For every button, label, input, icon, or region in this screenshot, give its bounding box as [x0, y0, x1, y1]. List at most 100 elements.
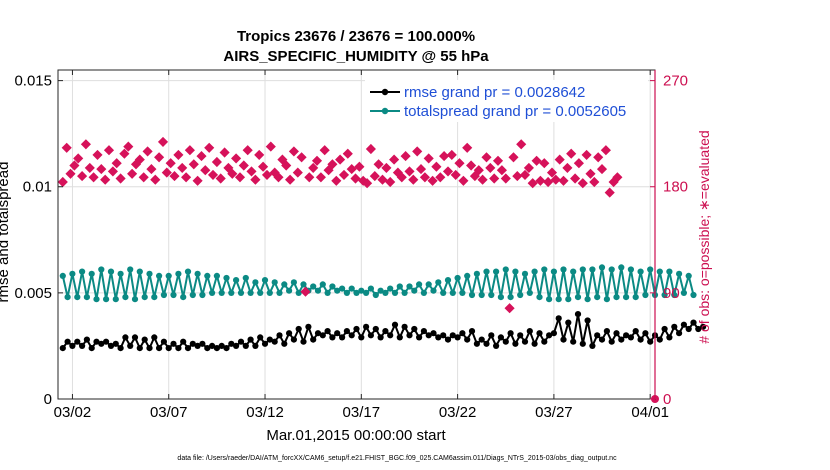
rmse-point: [459, 330, 466, 337]
obs-evaluated-point: [446, 149, 457, 160]
rmse-point: [387, 332, 394, 339]
rmse-point: [151, 334, 158, 341]
rmse-point: [478, 336, 485, 343]
footer-data-file: data file: /Users/raeder/DAI/ATM_forcXX/…: [177, 455, 617, 462]
obs-evaluated-point: [281, 160, 292, 171]
rmse-point: [156, 345, 163, 352]
x-axis-label: Mar.01,2015 00:00:00 start: [266, 427, 446, 444]
obs-evaluated-point: [435, 172, 446, 183]
spread-point: [281, 281, 288, 288]
obs-evaluated-point: [415, 164, 427, 175]
obs-evaluated-point: [111, 158, 122, 169]
spread-point: [103, 296, 110, 303]
spread-point: [213, 272, 220, 279]
rmse-point: [83, 336, 90, 343]
rmse-point: [473, 340, 480, 347]
spread-point: [627, 266, 635, 273]
spread-point: [560, 266, 567, 273]
spread-point: [401, 289, 408, 296]
rmse-point: [382, 328, 389, 335]
spread-point: [661, 291, 668, 299]
obs-evaluated-point: [184, 145, 195, 156]
spread-point: [565, 296, 572, 303]
rmse-point: [170, 340, 177, 347]
x-tick-label: 03/12: [246, 404, 284, 421]
obs-evaluated-point: [354, 161, 365, 172]
spread-point: [334, 287, 341, 294]
y-axis-label: rmse and totalspread: [0, 162, 12, 303]
spread-point: [247, 289, 254, 296]
axes: 03/02 03/07 03/12 03/17 03/22 03/27 04/0100.00…: [14, 70, 688, 421]
obs-evaluated-point: [327, 159, 338, 170]
legend-spread-marker: [381, 107, 389, 115]
spread-point: [623, 294, 630, 301]
spread-point: [594, 294, 601, 301]
obs-evaluated-point: [400, 151, 411, 162]
rmse-point: [136, 345, 143, 352]
obs-evaluated-point: [496, 165, 507, 176]
spread-point: [314, 287, 322, 294]
rmse-point: [521, 338, 529, 345]
obs-evaluated-point: [543, 176, 554, 188]
spread-point: [339, 285, 346, 292]
spread-point: [574, 294, 582, 301]
obs-evaluated-point: [146, 164, 157, 175]
x-tick-label: 04/01: [631, 404, 669, 421]
rmse-point: [444, 336, 452, 343]
spread-point: [396, 283, 403, 290]
rmse-point: [493, 342, 500, 349]
obs-evaluated-point: [238, 160, 249, 171]
y-tick-label: 0.015: [14, 73, 52, 90]
spread-point: [160, 291, 167, 299]
spread-point: [435, 279, 442, 286]
rmse-point: [502, 338, 509, 345]
obs-evaluated-point: [458, 175, 469, 186]
spread-point: [324, 289, 331, 296]
obs-evaluated-point: [500, 173, 511, 184]
rmse-point: [603, 328, 611, 335]
spread-point: [300, 281, 307, 288]
rmse-point: [310, 336, 317, 343]
rmse-point: [671, 323, 678, 330]
obs-evaluated-point: [469, 171, 480, 182]
rmse-point: [594, 332, 601, 339]
spread-line: [61, 266, 695, 301]
rmse-point: [64, 338, 71, 345]
obs-evaluated-point: [177, 162, 188, 173]
y-tick-label: 0: [44, 391, 52, 408]
rmse-point: [261, 340, 269, 347]
spread-point: [223, 274, 230, 282]
rmse-point: [276, 332, 283, 339]
rmse-point: [531, 340, 538, 347]
spread-point: [83, 294, 90, 301]
obs-evaluated-point: [596, 164, 608, 175]
rmse-point: [233, 342, 240, 349]
spread-point: [218, 289, 225, 296]
rmse-point: [257, 334, 264, 341]
obs-evaluated-point: [234, 172, 246, 183]
rmse-point: [464, 336, 471, 343]
obs-evaluated-point: [231, 153, 242, 164]
rmse-point: [228, 340, 235, 347]
spread-point: [632, 294, 639, 301]
obs-evaluated-point: [246, 166, 257, 177]
obs-evaluated-point: [319, 145, 330, 156]
obs-evaluated-point: [150, 174, 161, 185]
rmse-point: [541, 338, 548, 345]
obs-evaluated-point: [373, 159, 384, 170]
spread-point: [685, 272, 692, 279]
rmse-point: [401, 323, 408, 330]
rmse-point: [618, 336, 625, 343]
spread-point: [136, 268, 143, 275]
rmse-point: [666, 334, 673, 341]
rmse-point: [266, 336, 273, 343]
rmse-point: [363, 323, 370, 330]
obs-evaluated-point: [304, 172, 315, 183]
rmse-point: [175, 345, 182, 352]
rmse-point: [411, 325, 418, 333]
obs-evaluated-point: [288, 146, 299, 157]
obs-evaluated-point: [338, 169, 350, 180]
spread-point: [165, 272, 172, 279]
obs-evaluated-point: [523, 162, 534, 173]
obs-evaluated-point: [65, 168, 76, 179]
